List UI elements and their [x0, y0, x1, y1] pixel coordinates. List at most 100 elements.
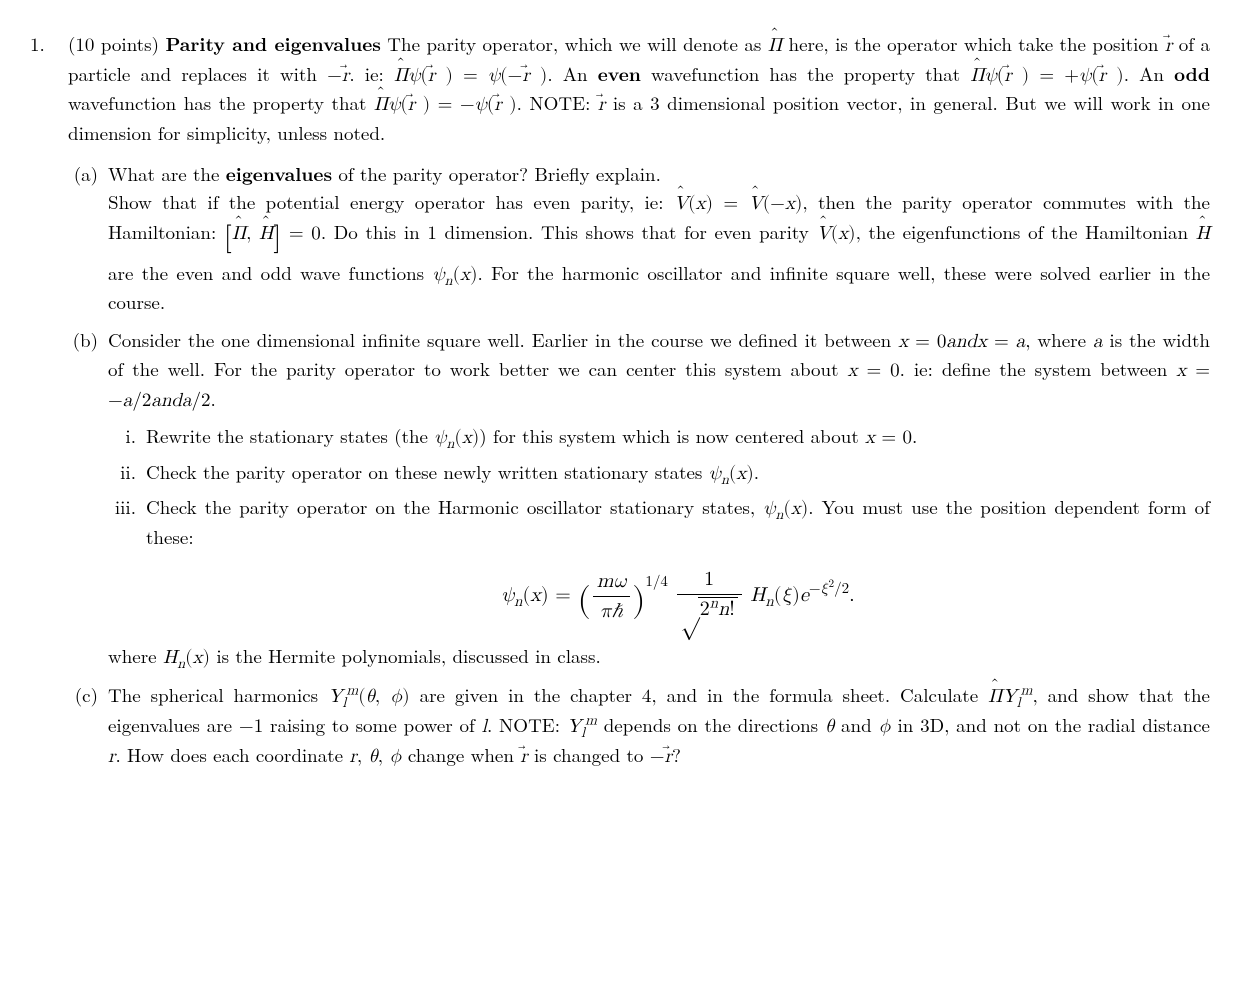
body-c: The spherical harmonics Ylm(θ, ϕ) are gi… [108, 681, 1210, 770]
c-t12: ? [672, 741, 681, 768]
c-t8: in 3D, and not on the radial distance [891, 711, 1210, 738]
mw: mω [597, 571, 626, 591]
intro-paragraph: (10 points) Parity and eigenvalues The p… [68, 30, 1210, 146]
Hn: H [750, 585, 765, 605]
sub-n: n [765, 594, 773, 609]
x: x [847, 361, 857, 380]
b-iii: iii. Check the parity operator on the Ha… [108, 493, 1210, 635]
sub-n: n [721, 473, 729, 487]
n: n [718, 599, 729, 619]
r-vec: r [598, 91, 605, 119]
quarter: 1/4 [645, 574, 668, 589]
e: e [800, 585, 809, 605]
psi: ψ [763, 499, 775, 518]
pi-hat: Π [768, 32, 782, 60]
b-p1a: Consider the one dimensional infinite sq… [108, 326, 898, 353]
x: x [785, 194, 795, 213]
Hn: H [163, 648, 177, 667]
c-t10: change when [402, 741, 521, 768]
intro-t7: . An [1124, 60, 1174, 87]
psi: ψ [488, 66, 500, 85]
b-ii: ii. Check the parity operator on these n… [108, 458, 1210, 488]
a-p2d: , the eigenfunctions of the Hamiltonian [856, 218, 1196, 245]
bi-t3: . [912, 422, 917, 449]
a-p2a: Show that if the potential energy operat… [108, 188, 674, 215]
intro-t6: wavefunction has the property that [641, 60, 970, 87]
ho-equation: ψn(x) = (mωπℏ)1/4 12nn! Hn(ξ)e−ξ2/2. [146, 565, 1210, 628]
odd-bold: odd [1174, 59, 1210, 87]
pi-hat: Π [970, 62, 984, 90]
bi-t2: ) for this system which is now centered … [479, 422, 865, 449]
c-t5: . NOTE: [487, 711, 567, 738]
a: a [123, 391, 133, 410]
v-hat: V [749, 190, 763, 218]
x: x [462, 428, 472, 447]
r-vec: r [664, 743, 671, 771]
body-b: Consider the one dimensional infinite sq… [108, 326, 1210, 672]
a: a [1016, 332, 1026, 351]
r-vec: r [428, 62, 435, 90]
Y: Y [328, 687, 342, 706]
part-b: (b) Consider the one dimensional infinit… [68, 326, 1210, 672]
label-bii: ii. [108, 458, 136, 488]
label-biii: iii. [108, 493, 136, 635]
minus-sign: − [327, 66, 342, 85]
phi: ϕ [390, 687, 402, 706]
a-q1c: of the parity operator? Briefly explain. [332, 160, 661, 187]
pi-hat: Π [232, 220, 246, 248]
pi-hat: Π [394, 62, 408, 90]
x: x [898, 332, 908, 351]
Y: Y [1002, 687, 1016, 706]
h-hat: H [1196, 220, 1210, 248]
sup-m: m [1021, 684, 1033, 698]
x: x [838, 224, 848, 243]
part-c: (c) The spherical harmonics Ylm(θ, ϕ) ar… [68, 681, 1210, 770]
phi: ϕ [389, 747, 401, 766]
v-hat: V [674, 190, 688, 218]
c-t11: is changed to [528, 741, 650, 768]
label-bi: i. [108, 422, 136, 452]
r-vec: r [342, 62, 349, 90]
sup-m: m [346, 684, 358, 698]
r-vec: r [520, 743, 527, 771]
r-vec: r [1004, 62, 1011, 90]
c-t1: The spherical harmonics [108, 681, 328, 708]
pi-hat: Π [988, 683, 1002, 711]
body-biii: Check the parity operator on the Harmoni… [146, 493, 1210, 635]
x: x [696, 194, 706, 213]
psi: ψ [1079, 66, 1091, 85]
sup-m: m [585, 714, 597, 728]
b-p1b: , where [1025, 326, 1093, 353]
a-q1: What are the [108, 160, 226, 187]
c-t9: . How does each coordinate [115, 741, 349, 768]
x: x [1176, 361, 1186, 380]
r-vec: r [522, 62, 529, 90]
b-p1e: . [211, 385, 216, 412]
psi: ψ [388, 95, 400, 114]
psi: ψ [434, 428, 446, 447]
sub-l: l [1017, 696, 1021, 710]
intro-t8: wavefunction has the property that [68, 89, 374, 116]
Y: Y [567, 717, 581, 736]
sub-n: n [445, 273, 453, 287]
sublist: (a) What are the eigenvalues of the pari… [68, 160, 1210, 770]
r-vec: r [408, 91, 415, 119]
theta: θ [825, 717, 834, 736]
bang: ! [729, 599, 735, 619]
after-eq: where Hn(x) is the Hermite polynomials, … [108, 642, 1210, 672]
a-p2e: are the even and odd wave functions [108, 259, 432, 286]
x: x [736, 464, 746, 483]
even-bold: even [598, 59, 641, 87]
phi: ϕ [878, 717, 890, 736]
part-a: (a) What are the eigenvalues of the pari… [68, 160, 1210, 316]
x: x [791, 499, 801, 518]
sub-l: l [342, 696, 346, 710]
biii-t1: Check the parity operator on the Harmoni… [146, 493, 763, 520]
b-subsub: i. Rewrite the stationary states (the ψ n… [108, 422, 1210, 636]
x: x [977, 332, 987, 351]
sub-n: n [514, 594, 522, 609]
r-vec: r [1165, 32, 1172, 60]
v-hat: V [816, 220, 830, 248]
theta: θ [368, 747, 377, 766]
bi-t1: Rewrite the stationary states (the [146, 422, 434, 449]
